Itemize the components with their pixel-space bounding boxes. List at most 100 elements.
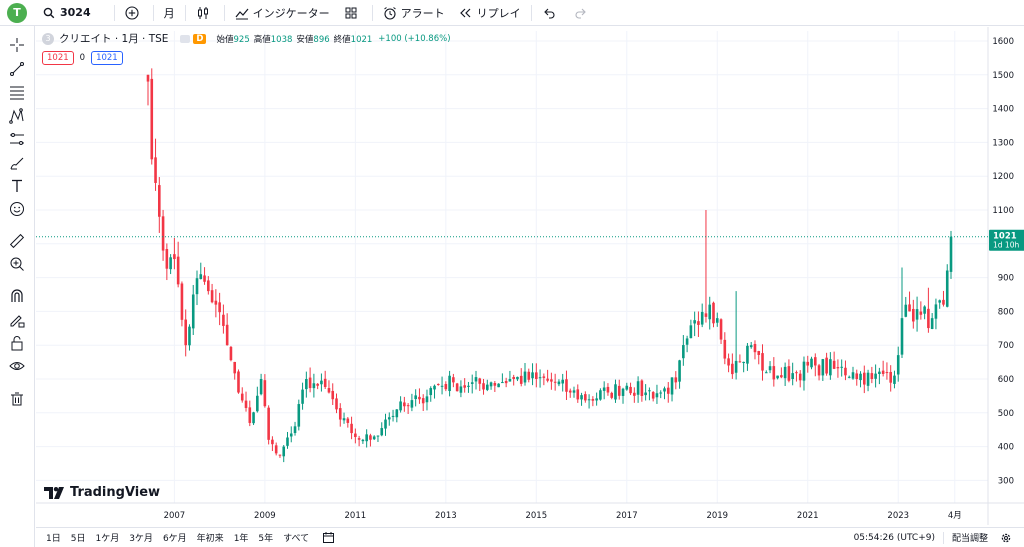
candle xyxy=(470,374,474,394)
candle-body xyxy=(335,398,338,410)
brush-tool[interactable] xyxy=(7,153,27,173)
zoom-tool[interactable] xyxy=(7,254,27,274)
clock-timezone[interactable]: 05:54:26 (UTC+9) xyxy=(853,532,935,543)
projection-tool[interactable] xyxy=(7,129,27,149)
fib-tool[interactable] xyxy=(7,82,27,102)
range-selector: 1日 5日 1ケ月 3ケ月 6ケ月 年初来 1年 5年 すべて xyxy=(36,531,314,544)
candle xyxy=(821,358,825,382)
candle-body xyxy=(195,278,199,295)
chart-settings-button[interactable] xyxy=(1000,532,1012,544)
price-axis[interactable]: 3004005006007008009001000110012001300140… xyxy=(987,27,1014,525)
range-button[interactable]: 年初来 xyxy=(196,534,224,544)
candle xyxy=(651,391,655,402)
candle xyxy=(810,356,813,370)
candle xyxy=(919,301,923,320)
range-button[interactable]: 5年 xyxy=(258,534,274,544)
candle xyxy=(289,426,293,443)
candle-body xyxy=(399,401,402,411)
high-value: 高値1038 xyxy=(254,33,293,45)
range-button[interactable]: 6ケ月 xyxy=(162,534,187,544)
candle xyxy=(565,370,568,400)
candles-layer xyxy=(146,68,953,463)
date-range-button[interactable] xyxy=(322,531,335,544)
undo-button[interactable] xyxy=(535,0,567,26)
candle-body xyxy=(878,371,881,374)
candle-body xyxy=(798,373,802,381)
interval-button[interactable]: 月 xyxy=(163,6,175,20)
time-tick-label: 2019 xyxy=(706,511,728,521)
candle-body xyxy=(497,383,500,388)
candle xyxy=(580,392,583,406)
price-chart[interactable]: 3004005006007008009001000110012001300140… xyxy=(36,27,1024,525)
calendar-range-icon xyxy=(323,532,335,543)
candle-body xyxy=(312,383,316,389)
range-button[interactable]: 3ケ月 xyxy=(129,534,153,544)
range-button[interactable]: すべて xyxy=(283,534,310,544)
candle xyxy=(731,353,734,379)
lock-drawing-tool[interactable] xyxy=(7,310,27,330)
redo-button[interactable] xyxy=(567,0,599,26)
time-tick-label: 2011 xyxy=(345,511,367,521)
crosshair-tool[interactable] xyxy=(7,35,27,55)
user-avatar[interactable]: T xyxy=(7,2,27,23)
tradingview-logo[interactable]: TradingView xyxy=(44,485,160,500)
range-button[interactable]: 1年 xyxy=(233,534,249,544)
price-tick-label: 300 xyxy=(998,476,1014,486)
remove-drawings-tool[interactable] xyxy=(7,389,27,409)
candle xyxy=(195,270,199,306)
candle xyxy=(753,340,757,360)
toolbar-divider xyxy=(113,4,115,21)
candle-body xyxy=(930,318,934,330)
text-tool[interactable] xyxy=(7,176,27,196)
sell-button[interactable]: 1021 xyxy=(42,51,74,65)
replay-button[interactable]: リプレイ xyxy=(452,0,528,26)
range-button[interactable]: 1ケ月 xyxy=(95,534,120,544)
candle-body xyxy=(934,304,938,319)
emoji-tool[interactable] xyxy=(7,199,27,219)
alert-button[interactable]: アラート xyxy=(376,0,452,26)
candle-body xyxy=(584,394,587,401)
ruler-tool[interactable] xyxy=(7,231,27,251)
range-button[interactable]: 5日 xyxy=(70,534,86,544)
candle xyxy=(463,378,466,393)
delay-badge: D xyxy=(193,33,207,44)
candle xyxy=(482,378,485,395)
candle xyxy=(237,369,240,394)
indicators-button[interactable]: インジケーター xyxy=(228,0,337,26)
candle-body xyxy=(772,366,776,380)
symbol-title[interactable]: クリエイト · 1月 · TSE xyxy=(59,33,169,45)
candle-body xyxy=(836,367,840,369)
candle xyxy=(188,324,191,351)
compare-button[interactable] xyxy=(118,0,150,26)
chart-pane[interactable]: 3004005006007008009001000110012001300140… xyxy=(36,27,1024,525)
dividend-adjust-toggle[interactable]: 配当調整 xyxy=(951,534,988,544)
candle xyxy=(840,359,843,377)
chart-type-button[interactable] xyxy=(189,0,221,26)
candle xyxy=(783,362,787,387)
magnet-tool[interactable] xyxy=(7,286,27,306)
candle-body xyxy=(331,390,335,400)
open-value: 始値925 xyxy=(216,33,249,45)
candle-body xyxy=(384,419,387,429)
range-button[interactable]: 1日 xyxy=(46,534,61,544)
candle xyxy=(625,382,629,391)
candle xyxy=(697,311,700,337)
candle xyxy=(791,362,794,386)
candle-body xyxy=(553,381,557,383)
lock-tool[interactable] xyxy=(7,333,27,353)
candle-body xyxy=(731,363,734,375)
redo-icon xyxy=(574,6,588,20)
pattern-tool[interactable] xyxy=(7,106,27,126)
buy-button[interactable]: 1021 xyxy=(91,51,123,65)
candle xyxy=(489,381,493,390)
trend-line-tool[interactable] xyxy=(7,59,27,79)
visibility-tool[interactable] xyxy=(7,356,27,376)
eye-icon xyxy=(9,362,25,370)
candle xyxy=(286,431,289,449)
layouts-button[interactable] xyxy=(337,0,369,26)
candle-body xyxy=(629,386,632,394)
time-axis[interactable]: 2007 2009 2011 2013 2015 2017 2019 2021 2023 4月 xyxy=(36,502,1024,521)
candle-body xyxy=(712,302,715,324)
candle xyxy=(256,386,259,413)
symbol-search-button[interactable]: 3024 xyxy=(35,0,98,26)
